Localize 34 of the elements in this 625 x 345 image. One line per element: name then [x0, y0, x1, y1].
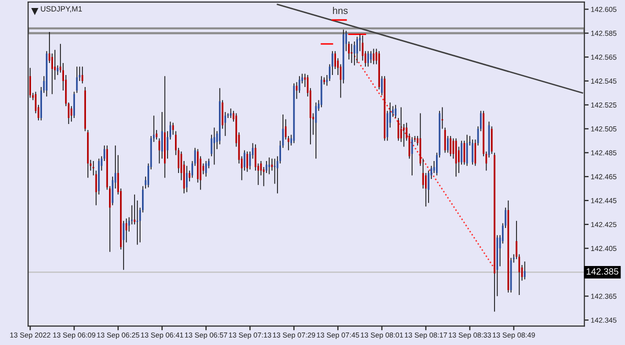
candlestick — [450, 136, 452, 157]
candlestick — [73, 91, 75, 118]
candlestick — [82, 66, 84, 84]
candlestick — [367, 50, 369, 68]
candlestick — [442, 106, 444, 130]
candlestick — [205, 160, 207, 178]
candlestick — [444, 127, 446, 154]
candlestick — [356, 36, 358, 64]
candlestick — [472, 139, 474, 166]
ref-line-label: 142.385 — [586, 268, 618, 275]
candlestick — [268, 157, 270, 175]
candlestick — [490, 126, 493, 154]
candlestick — [524, 261, 526, 280]
candlestick — [455, 138, 457, 178]
candlestick — [463, 140, 466, 166]
candlestick — [411, 136, 413, 176]
candlestick — [466, 134, 468, 166]
candlestick — [29, 67, 32, 98]
annotation: hns — [333, 6, 348, 14]
candlestick — [186, 165, 188, 193]
candlestick — [315, 102, 317, 160]
candlestick — [172, 122, 174, 136]
candlestick — [213, 127, 216, 166]
candlestick — [452, 138, 454, 160]
candlestick — [446, 136, 449, 154]
candlestick — [296, 82, 298, 100]
candlestick — [230, 108, 232, 118]
candlestick — [370, 50, 372, 64]
candlestick — [224, 112, 226, 136]
candlestick — [126, 218, 128, 243]
candlestick — [428, 170, 430, 204]
candlestick — [158, 138, 160, 164]
candlestick — [76, 66, 78, 94]
candlestick — [400, 106, 402, 142]
